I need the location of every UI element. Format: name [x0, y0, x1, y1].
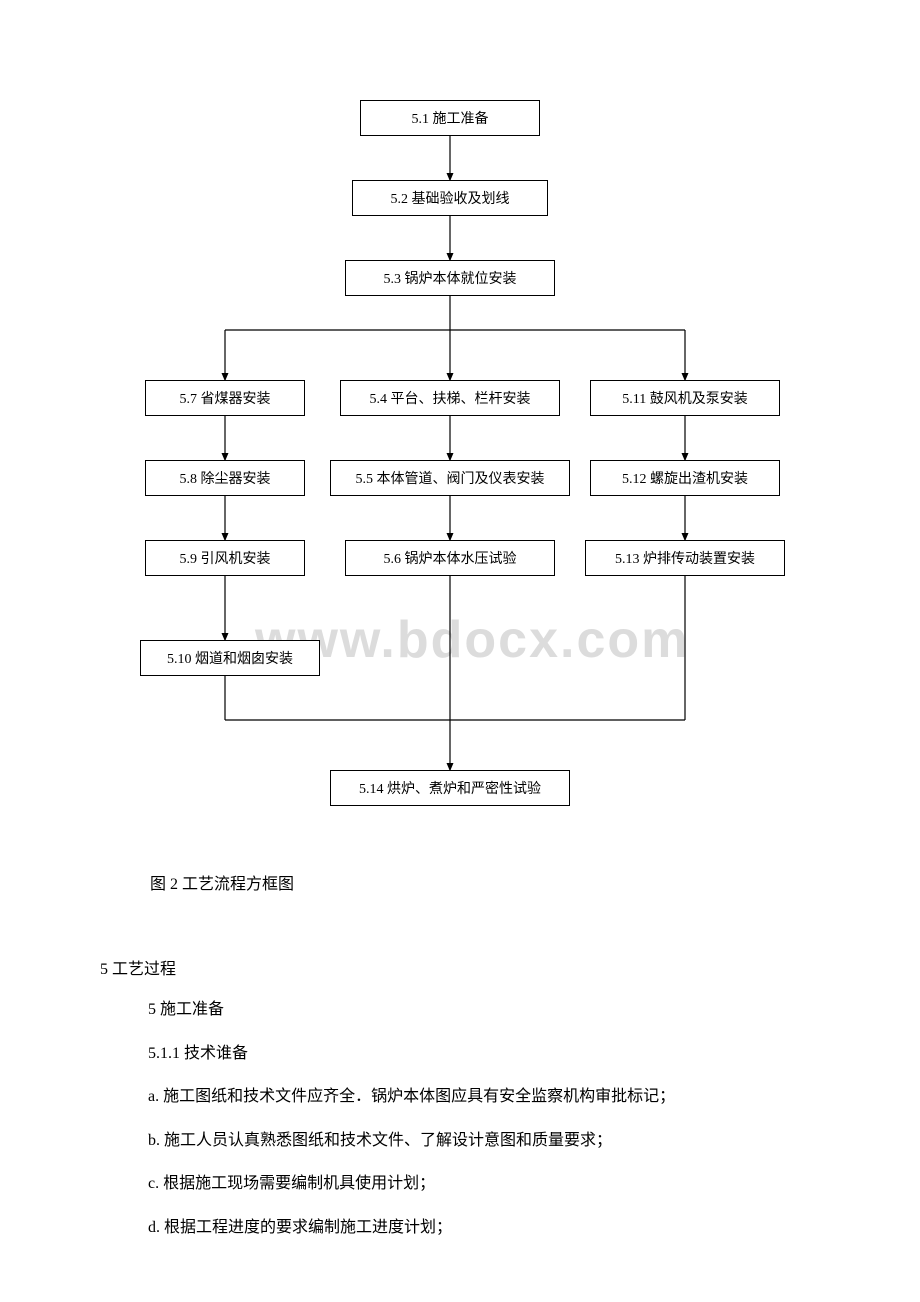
flow-node: 5.13 炉排传动装置安装	[585, 540, 785, 576]
text-section: 5 工艺过程 5 施工准备 5.1.1 技术谁备 a. 施工图纸和技术文件应齐全…	[100, 955, 850, 1259]
text-line: a. 施工图纸和技术文件应齐全．锅炉本体图应具有安全监察机构审批标记；	[148, 1084, 850, 1110]
flow-node: 5.3 锅炉本体就位安装	[345, 260, 555, 296]
flow-node: 5.7 省煤器安装	[145, 380, 305, 416]
flow-node: 5.12 螺旋出渣机安装	[590, 460, 780, 496]
flowchart: www.bdocx.com 5.1 施工准备 5.2 基础验收及划线 5.3 锅炉本…	[0, 0, 920, 830]
section-title: 5 工艺过程	[100, 955, 850, 979]
text-line: c. 根据施工现场需要编制机具使用计划；	[148, 1171, 850, 1197]
flow-node: 5.14 烘炉、煮炉和严密性试验	[330, 770, 570, 806]
text-line: 5.1.1 技术谁备	[148, 1041, 850, 1067]
text-line: 5 施工准备	[148, 997, 850, 1023]
flow-node: 5.11 鼓风机及泵安装	[590, 380, 780, 416]
flow-node: 5.5 本体管道、阀门及仪表安装	[330, 460, 570, 496]
flow-node: 5.6 锅炉本体水压试验	[345, 540, 555, 576]
flow-node: 5.10 烟道和烟囱安装	[140, 640, 320, 676]
flow-node: 5.9 引风机安装	[145, 540, 305, 576]
flow-node: 5.8 除尘器安装	[145, 460, 305, 496]
text-line: b. 施工人员认真熟悉图纸和技术文件、了解设计意图和质量要求；	[148, 1128, 850, 1154]
flow-node: 5.1 施工准备	[360, 100, 540, 136]
watermark-text: www.bdocx.com	[255, 610, 689, 670]
flow-node: 5.4 平台、扶梯、栏杆安装	[340, 380, 560, 416]
figure-caption: 图 2 工艺流程方框图	[150, 870, 294, 894]
flow-node: 5.2 基础验收及划线	[352, 180, 548, 216]
text-line: d. 根据工程进度的要求编制施工进度计划；	[148, 1215, 850, 1241]
